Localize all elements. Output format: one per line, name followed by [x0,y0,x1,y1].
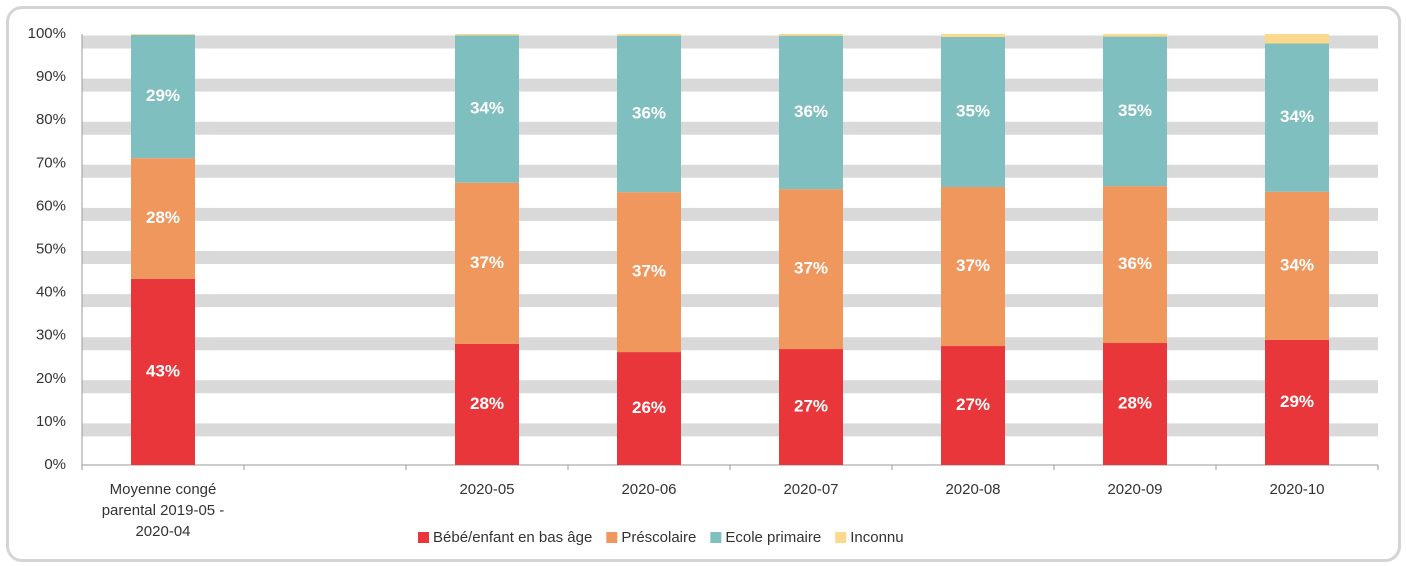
y-tick-label: 0% [44,456,66,473]
bar-segment [941,34,1005,38]
x-tick-label: 2020-08 [945,481,1001,498]
data-label: 37% [632,262,666,281]
bar-segment [1265,34,1329,44]
y-tick-label: 80% [36,111,66,128]
y-tick-label: 40% [36,284,66,301]
data-label: 26% [632,398,666,417]
bar-segment [617,35,681,193]
bar-segment [617,34,681,36]
bar-segment [779,349,843,465]
bar-segment [779,35,843,190]
data-label: 36% [794,102,828,121]
data-label: 37% [794,259,828,278]
bar-segment [131,278,195,465]
legend-swatch [710,532,722,543]
x-tick-label: Moyenne congé parental 2019-05 - 2020-04 [101,481,225,540]
bar-segment [1265,43,1329,192]
data-label: 34% [470,98,504,117]
bar-segment [941,187,1005,347]
x-tick-label: 2020-09 [1107,481,1163,498]
data-label: 27% [794,397,828,416]
bar-segment [455,343,519,465]
y-tick-label: 10% [36,413,66,430]
x-tick-label: 2020-07 [783,481,839,498]
bar-segment [1265,340,1329,465]
data-label: 35% [956,101,990,120]
y-tick-label: 90% [36,68,66,85]
legend-label: Inconnu [850,529,903,546]
y-tick-label: 60% [36,197,66,214]
legend-label: Bébé/enfant en bas âge [433,529,592,546]
bar-segment [1103,186,1167,344]
data-label: 29% [1280,392,1314,411]
legend-swatch [835,532,847,543]
data-label: 35% [1118,101,1152,120]
data-label: 37% [956,256,990,275]
data-label: 37% [470,253,504,272]
data-label: 28% [146,208,180,227]
bar-segment [1103,343,1167,465]
bar-segment [941,346,1005,465]
y-tick-label: 50% [36,240,66,257]
bar-segment [617,352,681,465]
bar-segment [131,34,195,35]
data-label: 36% [1118,254,1152,273]
bar-segment [1103,36,1167,187]
bar-segment [455,182,519,344]
bar-segment [779,189,843,350]
bar-segment [131,34,195,159]
data-label: 28% [1118,393,1152,412]
bar-segment [1103,34,1167,37]
chart-frame [6,6,1401,562]
y-tick-label: 20% [36,370,66,387]
data-label: 43% [146,361,180,380]
x-tick-label: 2020-10 [1269,481,1325,498]
legend-label: Préscolaire [621,529,696,546]
bar-segment [455,35,519,183]
x-tick-label: 2020-05 [459,481,515,498]
legend-label: Ecole primaire [725,529,821,546]
bar-segment [1265,191,1329,341]
legend-swatch [606,532,618,543]
y-tick-label: 30% [36,327,66,344]
bar-segment [131,158,195,279]
data-label: 28% [470,394,504,413]
x-tick-label: 2020-06 [621,481,677,498]
data-label: 29% [146,86,180,105]
bar-segment [617,192,681,353]
bar-segment [779,34,843,36]
bar-segment [455,34,519,36]
bar-segment [941,37,1005,188]
y-tick-label: 100% [28,25,66,42]
y-tick-label: 70% [36,154,66,171]
legend-swatch [418,532,429,543]
data-label: 34% [1280,107,1314,126]
data-label: 34% [1280,255,1314,274]
data-label: 36% [632,103,666,122]
data-label: 27% [956,395,990,414]
